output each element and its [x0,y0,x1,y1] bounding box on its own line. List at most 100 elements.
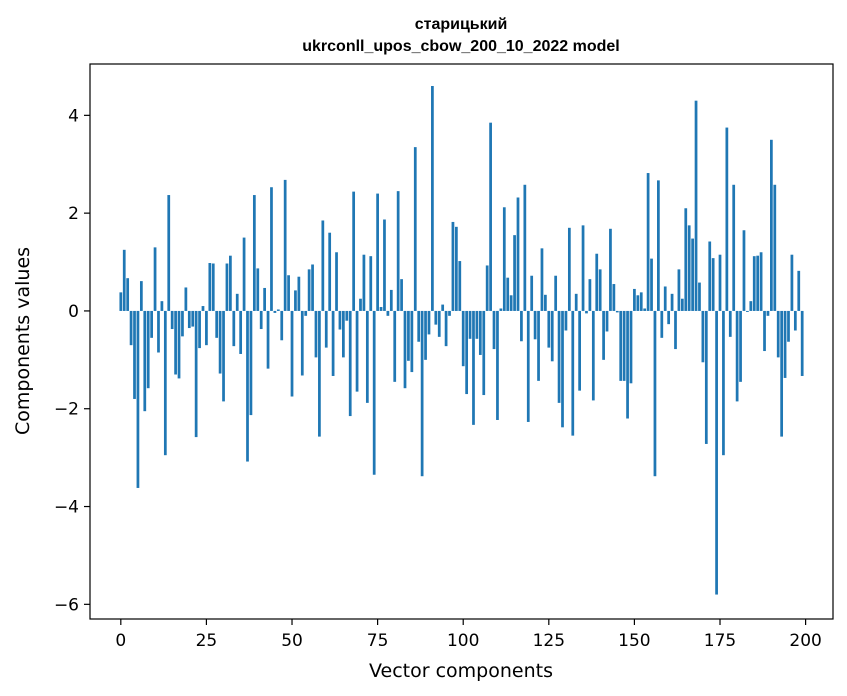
bar-113 [506,277,510,311]
bar-136 [585,310,588,314]
bar-93 [437,310,441,337]
bar-169 [698,282,701,311]
x-tick-label-50: 50 [281,631,303,651]
bar-77 [383,219,386,311]
bar-157 [657,180,660,311]
bar-34 [235,293,239,311]
bar-35 [239,310,243,354]
bar-7 [143,310,147,412]
bar-114 [509,295,513,311]
bar-191 [773,184,777,311]
bar-16 [174,310,177,375]
bar-186 [756,255,760,311]
bar-42 [263,287,266,311]
y-axis: −6 −4 −2 0 2 4 [54,106,90,615]
bar-172 [708,241,712,311]
bar-36 [242,237,246,311]
bar-81 [396,191,400,311]
bar-62 [331,310,335,376]
bar-38 [249,310,253,416]
bar-95 [444,310,448,347]
plot-frame [89,63,834,620]
bar-96 [448,310,451,316]
bar-175 [718,254,722,311]
bar-33 [232,310,236,347]
bar-134 [578,310,581,391]
bar-180 [735,310,739,402]
bar-84 [407,310,410,361]
bar-37 [246,310,249,462]
x-axis: 0 25 50 75 100 125 150 175 200 [115,619,822,651]
bar-137 [588,279,592,311]
bar-71 [362,254,366,311]
bar-125 [547,310,551,348]
bar-143 [609,228,612,311]
bar-47 [280,310,284,341]
bar-80 [393,310,397,382]
bar-52 [297,276,301,311]
bar-9 [150,310,154,338]
y-axis-label: Components values [12,247,34,435]
bar-141 [602,310,605,360]
bar-152 [639,292,643,311]
bar-40 [256,268,260,311]
bar-61 [328,232,332,311]
bar-43 [266,310,270,369]
bar-117 [520,310,523,342]
bar-192 [776,310,780,358]
bar-154 [646,173,650,311]
bar-58 [318,310,321,437]
x-tick-label-125: 125 [533,631,565,651]
x-tick-label-75: 75 [367,631,389,651]
bar-17 [177,310,181,379]
x-tick-label-175: 175 [704,631,736,651]
x-tick-label-150: 150 [618,631,650,651]
bar-87 [417,310,421,342]
bar-22 [194,310,198,438]
bar-92 [434,310,438,325]
bar-104 [475,310,479,339]
bar-98 [454,226,458,311]
bar-15 [170,310,174,330]
bar-19 [184,287,188,311]
bar-31 [225,263,229,311]
bar-184 [749,301,753,311]
bar-63 [335,252,338,311]
bar-6 [139,281,143,311]
bar-49 [287,275,290,311]
bar-51 [294,290,297,311]
bar-25 [205,310,208,346]
bar-55 [307,269,311,311]
bar-8 [146,310,150,389]
bar-196 [790,254,794,311]
bar-85 [410,310,414,373]
bar-28 [215,310,219,338]
y-tick-label-0: 0 [68,302,79,322]
bar-148 [626,310,629,419]
bar-177 [725,127,729,311]
bar-176 [722,310,725,456]
bar-173 [711,258,715,311]
bar-121 [533,310,537,340]
bar-155 [650,258,653,311]
bar-185 [752,256,756,311]
x-tick-label-200: 200 [789,631,821,651]
bar-199 [800,310,804,376]
bar-194 [783,310,787,378]
bar-138 [591,310,595,401]
bar-197 [793,310,797,331]
bar-69 [355,310,359,392]
bar-142 [605,310,609,332]
bar-159 [663,286,667,311]
bar-73 [369,256,373,311]
bar-26 [208,263,212,311]
chart-title: старицький [415,16,508,33]
bar-135 [581,225,585,311]
bar-122 [537,310,540,381]
bar-116 [516,197,520,311]
bars-group [119,86,804,595]
bar-102 [468,310,472,339]
bar-182 [742,230,746,311]
bar-59 [321,220,325,311]
bar-149 [629,310,633,384]
